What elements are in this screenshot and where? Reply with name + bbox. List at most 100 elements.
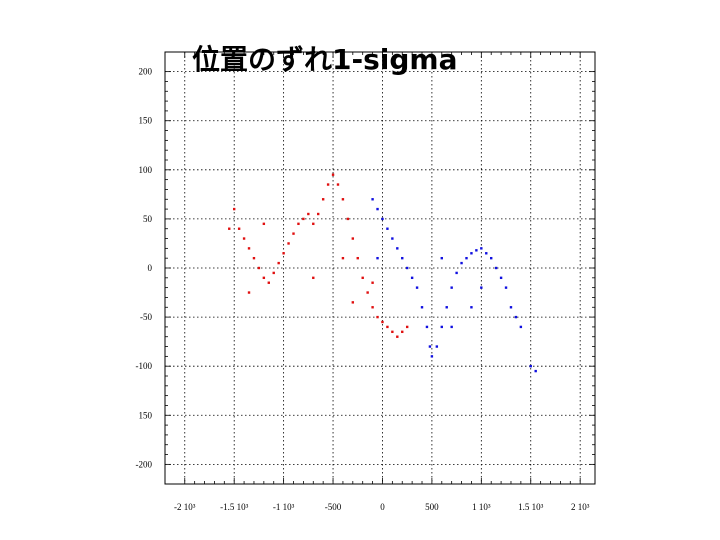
data-point	[262, 276, 266, 280]
data-point	[519, 325, 523, 329]
plot-area	[164, 51, 596, 485]
data-point	[534, 369, 537, 373]
data-point	[485, 252, 488, 255]
y-tick-label: -100	[136, 361, 153, 371]
data-point	[247, 247, 251, 250]
data-point	[317, 212, 320, 216]
x-tick-label: 1 10³	[472, 502, 491, 512]
data-point	[428, 345, 432, 348]
data-point	[410, 276, 414, 280]
data-point	[341, 198, 345, 201]
data-point	[475, 249, 478, 252]
x-tick-label: -1 10³	[273, 502, 295, 512]
data-point	[430, 355, 434, 358]
data-point	[272, 271, 275, 275]
data-point	[405, 266, 409, 270]
data-point	[346, 217, 350, 221]
data-point	[277, 261, 280, 265]
x-tick-label: 2 10³	[571, 502, 590, 512]
y-tick-label: 200	[139, 67, 153, 77]
data-point	[440, 325, 443, 329]
data-point	[336, 183, 340, 186]
data-point	[504, 286, 508, 289]
data-point	[470, 306, 473, 309]
x-tick-label: -500	[325, 502, 342, 512]
data-point	[232, 207, 236, 211]
y-tick-label: 150	[139, 410, 153, 420]
y-tick-label: 100	[139, 165, 153, 175]
data-point	[228, 227, 231, 230]
data-point	[514, 315, 518, 319]
data-point	[312, 222, 315, 226]
data-point	[509, 306, 513, 309]
chart-title: 位置のずれ1-sigma	[192, 43, 458, 76]
data-point	[480, 247, 483, 250]
data-point	[440, 256, 443, 260]
data-point	[445, 306, 448, 309]
data-point	[529, 364, 532, 368]
data-point	[480, 286, 483, 289]
data-point	[455, 271, 458, 275]
data-point	[247, 291, 251, 294]
data-point	[381, 320, 384, 324]
data-point	[386, 325, 389, 329]
data-series	[228, 173, 537, 373]
data-point	[292, 232, 295, 235]
data-point	[262, 222, 266, 226]
x-tick-label: 500	[425, 502, 439, 512]
data-point	[307, 212, 310, 216]
data-point	[391, 330, 394, 334]
data-point	[386, 227, 389, 230]
data-point	[242, 237, 246, 240]
data-point	[405, 325, 409, 329]
y-tick-label: -200	[136, 459, 153, 469]
data-point	[376, 256, 379, 260]
y-tick-label: 0	[148, 263, 153, 273]
data-point	[371, 281, 374, 284]
data-point	[282, 252, 285, 255]
data-point	[341, 256, 345, 260]
data-point	[460, 261, 463, 265]
data-point	[331, 173, 335, 176]
axis-ticks: -2 10³ -1.5 10³ -1 10³ -500 0 500 1 10³ 1.5 10³…	[136, 52, 595, 512]
data-point	[287, 242, 290, 245]
data-point	[252, 256, 256, 260]
data-point	[237, 227, 241, 230]
data-point	[450, 325, 453, 329]
data-point	[425, 325, 429, 329]
data-point	[381, 217, 384, 221]
data-point	[470, 252, 473, 255]
data-point	[450, 286, 453, 289]
data-point	[356, 256, 359, 260]
data-point	[376, 315, 379, 319]
data-point	[401, 256, 404, 260]
x-tick-label: 0	[380, 502, 385, 512]
data-point	[499, 276, 503, 280]
grid	[165, 52, 595, 484]
data-point	[302, 217, 305, 221]
data-point	[494, 266, 498, 270]
data-point	[257, 266, 261, 270]
series-1	[371, 198, 537, 373]
data-point	[376, 207, 379, 211]
x-tick-label: -1.5 10³	[220, 502, 248, 512]
data-point	[321, 198, 325, 201]
y-tick-label: -50	[140, 312, 152, 322]
x-tick-label: -2 10³	[174, 502, 196, 512]
data-point	[415, 286, 419, 289]
data-point	[396, 335, 399, 338]
data-point	[361, 276, 364, 280]
data-point	[420, 306, 424, 309]
data-point	[366, 291, 369, 294]
data-point	[490, 256, 493, 260]
y-tick-label: 50	[143, 214, 153, 224]
x-tick-label: 1.5 10³	[518, 502, 544, 512]
data-point	[351, 301, 355, 304]
series-0	[228, 173, 409, 338]
data-point	[401, 330, 404, 334]
data-point	[312, 276, 315, 280]
data-point	[391, 237, 394, 240]
data-point	[396, 247, 399, 250]
data-point	[435, 345, 439, 348]
